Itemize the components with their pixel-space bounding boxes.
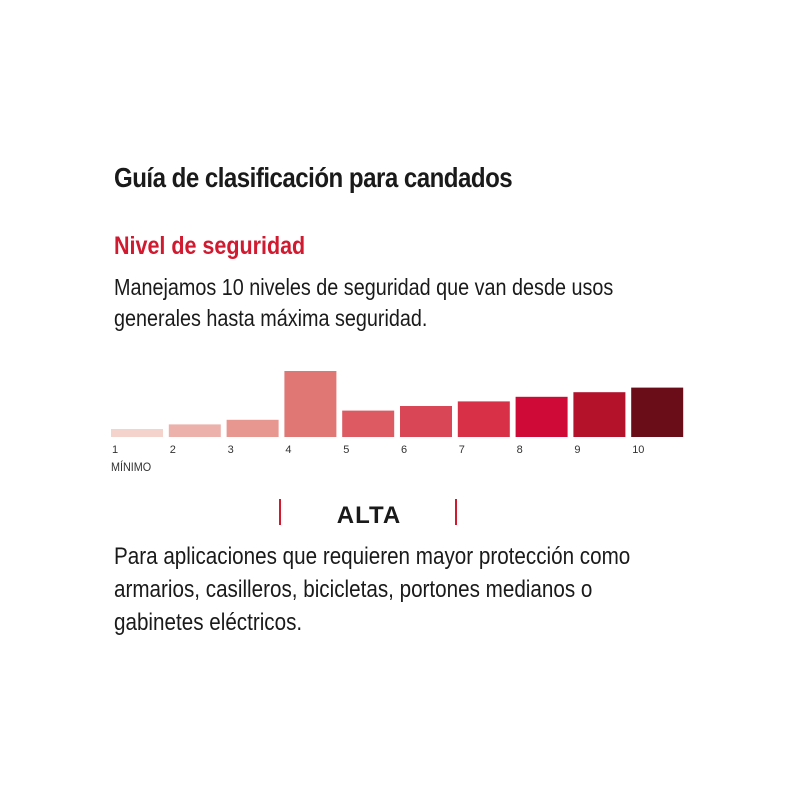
minimum-label: MÍNIMO — [111, 460, 152, 474]
level-bar — [631, 387, 684, 437]
level-number-label: 7 — [459, 444, 465, 456]
level-bar — [342, 410, 395, 437]
category-name: ALTA — [336, 502, 402, 529]
level-number-label: 9 — [574, 444, 580, 456]
level-number-label: 5 — [343, 444, 349, 456]
level-bar — [400, 406, 452, 437]
level-number-label: 3 — [228, 444, 234, 456]
level-bar — [168, 424, 221, 437]
level-bar-highlighted — [284, 371, 337, 437]
level-bar — [111, 429, 163, 437]
level-number-label: 10 — [632, 444, 644, 456]
security-level-heading: Nivel de seguridad — [114, 232, 306, 260]
level-bar — [457, 401, 510, 437]
description-line: generales hasta máxima seguridad. — [114, 305, 428, 331]
category-right-marker — [455, 499, 457, 525]
security-level-description: Manejamos 10 niveles de seguridad que va… — [114, 272, 613, 334]
level-number-label: 4 — [285, 444, 291, 456]
level-number-label: 6 — [401, 444, 407, 456]
category-description-line: armarios, casilleros, bicicletas, porton… — [114, 576, 593, 603]
level-bar — [226, 419, 279, 437]
level-number-label: 8 — [517, 444, 523, 456]
category-left-marker — [279, 499, 281, 525]
level-bar — [573, 392, 626, 437]
guide-title: Guía de clasificación para candados — [114, 162, 513, 193]
category-description-line: gabinetes eléctricos. — [114, 609, 303, 636]
level-bar — [515, 396, 568, 437]
level-number-label: 1 — [112, 444, 118, 456]
category-description-line: Para aplicaciones que requieren mayor pr… — [114, 543, 631, 570]
category-description: Para aplicaciones que requieren mayor pr… — [114, 540, 630, 639]
description-line: Manejamos 10 niveles de seguridad que va… — [114, 274, 614, 300]
level-number-label: 2 — [170, 444, 176, 456]
